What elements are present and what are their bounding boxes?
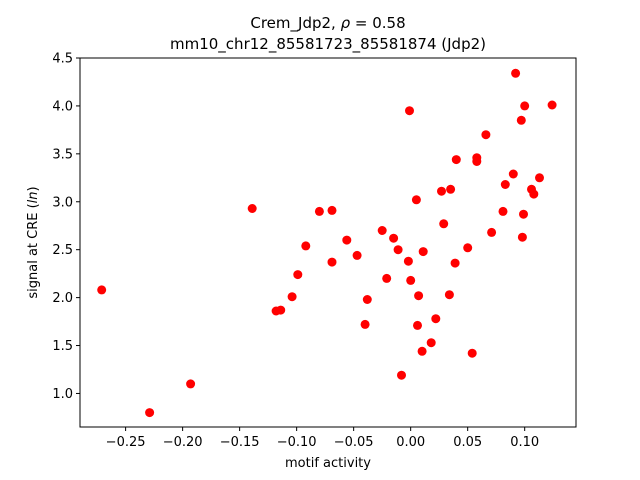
data-point	[431, 314, 441, 324]
data-point	[287, 292, 297, 302]
points-layer	[97, 68, 557, 418]
data-point	[360, 319, 370, 329]
data-point	[411, 195, 421, 205]
data-point	[437, 186, 446, 196]
data-point	[186, 379, 196, 389]
x-tick-label: 0.10	[510, 435, 539, 450]
x-tick-label: −0.05	[334, 435, 374, 450]
data-point	[397, 370, 406, 380]
data-point	[467, 348, 477, 358]
data-point	[301, 241, 311, 251]
y-tick-label: 2.0	[52, 291, 73, 306]
data-point	[511, 68, 521, 78]
data-point	[487, 227, 497, 237]
data-point	[352, 250, 362, 260]
y-axis-ticks: 1.0 1.5 2.0 2.5 3.0 3.5 4.0 4.5	[52, 52, 80, 402]
data-point	[519, 209, 528, 219]
data-point	[529, 189, 539, 199]
y-tick-label: 1.0	[52, 387, 73, 402]
data-point	[450, 258, 460, 268]
data-point	[417, 346, 427, 356]
data-point	[547, 100, 557, 110]
data-point	[247, 204, 257, 213]
data-point	[406, 275, 416, 285]
data-point	[439, 219, 449, 229]
data-point	[382, 273, 392, 283]
data-point	[276, 305, 286, 315]
x-tick-label: 0.05	[453, 435, 482, 450]
data-point	[314, 206, 324, 216]
data-point	[342, 235, 352, 245]
data-point	[362, 295, 372, 304]
data-point	[414, 291, 424, 301]
y-tick-label: 2.5	[52, 243, 73, 258]
data-point	[418, 247, 428, 257]
data-point	[520, 101, 530, 111]
data-point	[446, 184, 456, 194]
y-tick-label: 3.5	[52, 147, 73, 162]
data-point	[444, 290, 454, 300]
y-tick-label: 4.0	[52, 99, 73, 114]
data-point	[535, 173, 544, 183]
data-point	[517, 232, 527, 242]
y-tick-label: 1.5	[52, 339, 73, 354]
x-axis-label: motif activity	[285, 456, 371, 471]
data-point	[293, 270, 303, 280]
data-point	[481, 130, 491, 140]
chart-subtitle: mm10_chr12_85581723_85581874 (Jdp2)	[170, 35, 486, 54]
data-point	[97, 285, 107, 295]
x-tick-label: −0.25	[106, 435, 146, 450]
x-tick-label: −0.20	[163, 435, 203, 450]
data-point	[327, 257, 337, 267]
data-point	[463, 243, 473, 253]
data-point	[426, 338, 436, 348]
data-point	[508, 169, 518, 179]
data-point	[405, 106, 414, 116]
data-point	[327, 205, 337, 215]
data-point	[403, 256, 413, 266]
y-tick-label: 3.0	[52, 195, 73, 210]
x-tick-label: −0.10	[277, 435, 317, 450]
x-tick-label: 0.00	[396, 435, 425, 450]
data-point	[451, 155, 461, 165]
data-point	[516, 115, 526, 125]
data-point	[413, 320, 422, 330]
chart-title: Crem_Jdp2, ρ = 0.58	[250, 14, 405, 33]
data-point	[498, 206, 508, 216]
data-point	[472, 157, 482, 166]
data-point	[389, 233, 399, 243]
data-point	[393, 245, 403, 255]
x-tick-label: −0.15	[220, 435, 260, 450]
plot-frame	[79, 57, 577, 428]
x-axis-ticks: −0.25 −0.20 −0.15 −0.10 −0.05 0.00 0.05 0.10	[106, 427, 539, 450]
data-point	[377, 226, 387, 235]
y-tick-label: 4.5	[52, 52, 73, 67]
data-point	[145, 408, 155, 418]
y-axis-label: signal at CRE (ln)	[26, 186, 41, 298]
data-point	[500, 180, 510, 189]
